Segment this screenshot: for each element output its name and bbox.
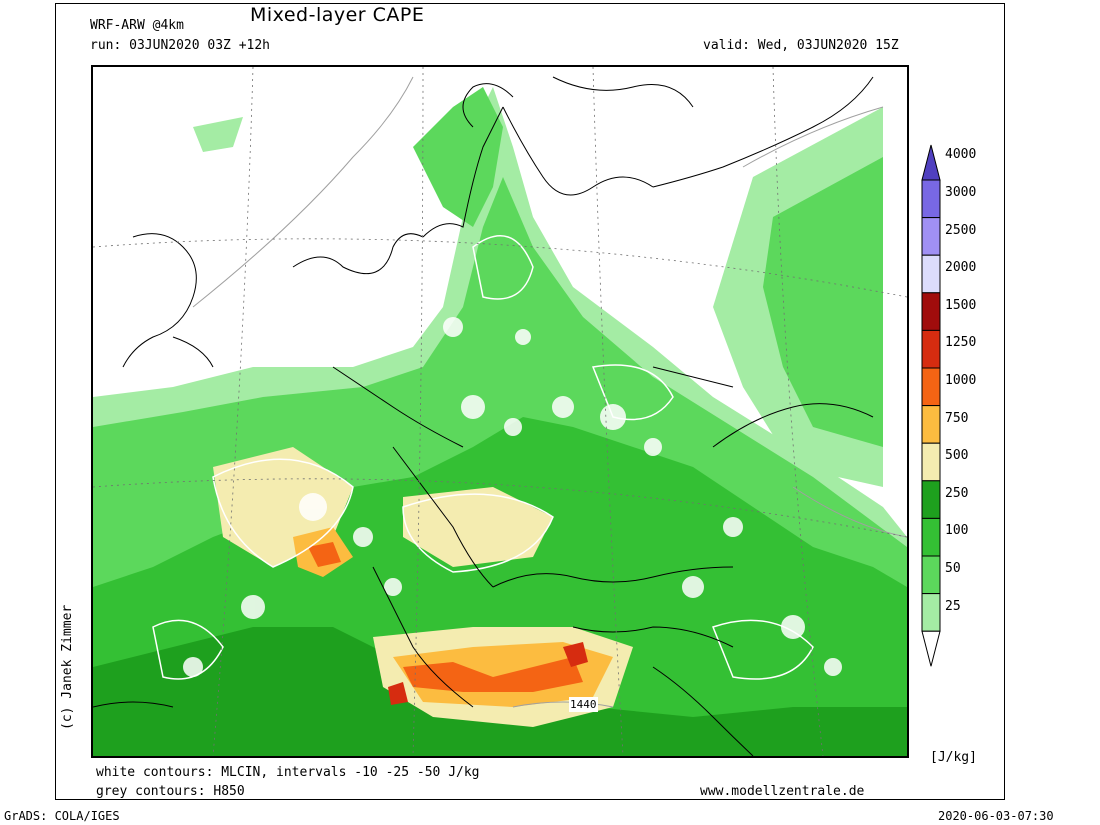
cape-1250-south xyxy=(403,657,583,692)
colorbar-label: 100 xyxy=(945,523,969,539)
mlcin-contours xyxy=(152,235,814,680)
colorbar-box-6 xyxy=(921,405,941,444)
colorbar-graphic xyxy=(921,144,941,667)
footer-software: GrADS: COLA/IGES xyxy=(4,809,120,823)
cape-1500-core-b xyxy=(388,682,408,705)
colorbar-box-10 xyxy=(921,254,941,294)
colorbar-label: 1250 xyxy=(945,335,977,351)
colorbar-label: 50 xyxy=(945,561,961,576)
figure-frame xyxy=(55,3,1005,800)
cape-100-ne xyxy=(763,157,883,447)
colorbar-label: 2000 xyxy=(945,260,977,276)
borders xyxy=(93,76,874,756)
map-graphic xyxy=(93,67,907,756)
h850-contour-label: 1440 xyxy=(569,697,598,712)
cape-1500-core-a xyxy=(563,642,588,667)
colorbar-box-1 xyxy=(921,593,941,632)
colorbar-label: 750 xyxy=(945,410,969,426)
colorbar-box-7 xyxy=(921,367,941,407)
white-cells xyxy=(183,317,842,677)
colorbar-label: 1500 xyxy=(945,297,977,313)
colorbar-box-3 xyxy=(921,517,941,557)
colorbar-box-2 xyxy=(921,555,941,595)
colorbar-box-9 xyxy=(921,292,941,331)
colorbar-bottom-arrow xyxy=(921,630,941,667)
credit-label: (c) Janek Zimmer xyxy=(60,604,75,730)
cape-100-north xyxy=(413,87,503,227)
valid-label: valid: Wed, 03JUN2020 15Z xyxy=(703,38,899,53)
colorbar-label: 25 xyxy=(945,598,961,614)
cape-25-west xyxy=(193,117,243,152)
footer-timestamp: 2020-06-03-07:30 xyxy=(938,809,1054,823)
colorbar-box-5 xyxy=(921,442,941,482)
colorbar-label: 4000 xyxy=(945,147,977,163)
graticule xyxy=(93,67,907,756)
colorbar-box-4 xyxy=(921,480,941,519)
footer-website: www.modellzentrale.de xyxy=(700,784,865,799)
colorbar-top-arrow xyxy=(921,144,941,181)
footer-mlcin-note: white contours: MLCIN, intervals -10 -25… xyxy=(96,765,480,780)
colorbar-label: 500 xyxy=(945,448,969,464)
colorbar-label: 250 xyxy=(945,485,969,501)
cape-map: 1440 xyxy=(91,65,909,758)
colorbar-box-8 xyxy=(921,329,941,369)
cape-1250-west xyxy=(308,542,341,567)
colorbar-label: 3000 xyxy=(945,185,977,200)
colorbar-label: 2500 xyxy=(945,222,977,238)
footer-h850-note: grey contours: H850 xyxy=(96,784,245,799)
chart-title: Mixed-layer CAPE xyxy=(250,4,425,26)
cape-750-central xyxy=(403,487,553,567)
model-label: WRF-ARW @4km xyxy=(90,18,184,33)
run-label: run: 03JUN2020 03Z +12h xyxy=(90,38,271,53)
colorbar-box-11 xyxy=(921,217,941,256)
colorbar-label: 1000 xyxy=(945,373,977,388)
colorbar-unit: [J/kg] xyxy=(930,750,977,765)
colorbar-box-12 xyxy=(921,179,941,219)
